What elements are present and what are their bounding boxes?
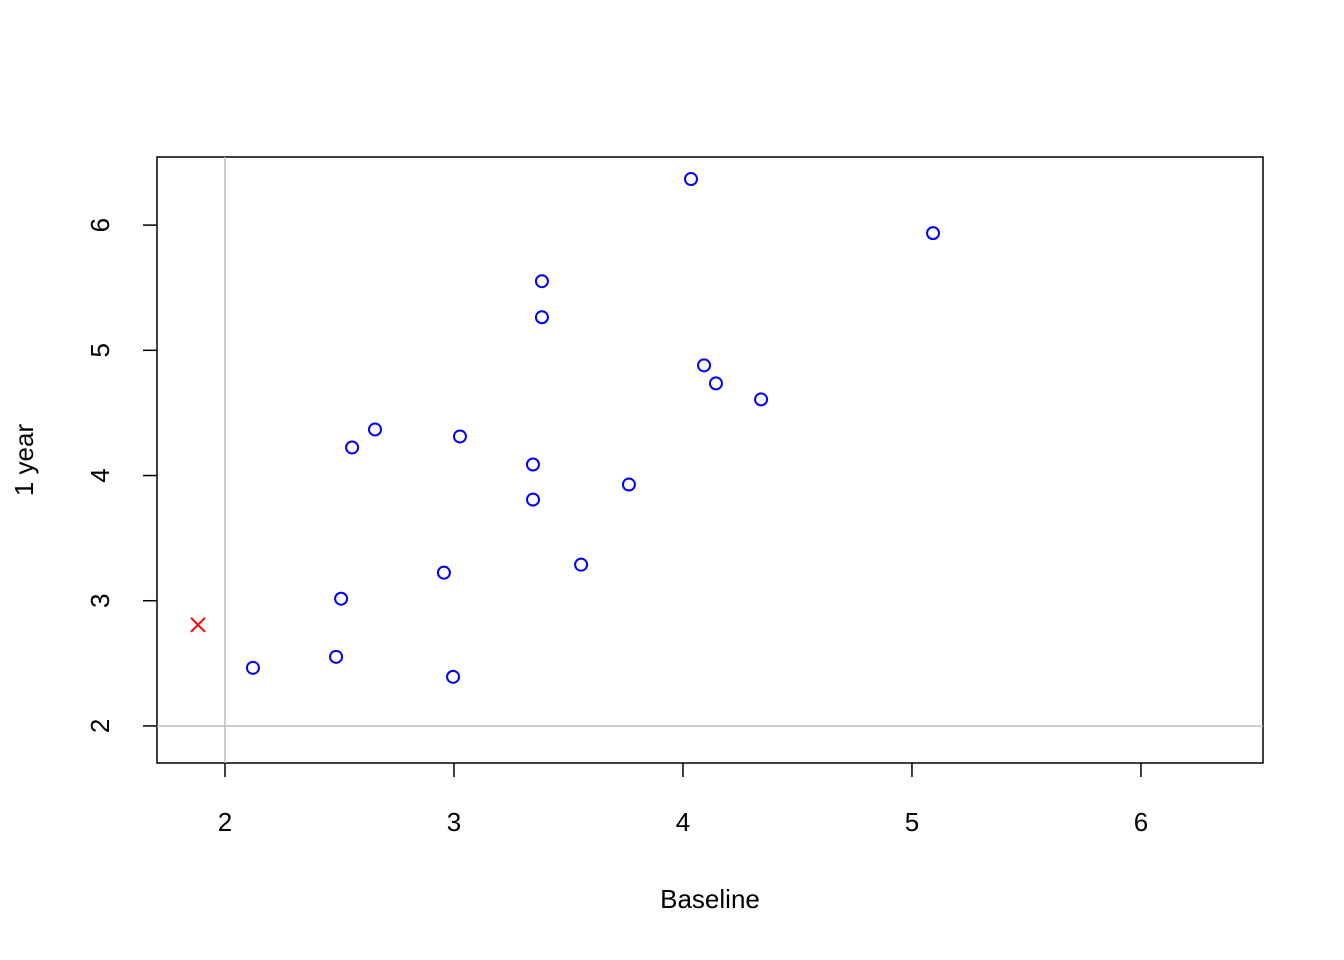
point [190,617,206,633]
point [574,557,589,572]
point [345,440,360,455]
point [525,457,540,472]
point [697,358,712,373]
point [525,492,540,507]
point [754,392,769,407]
point [708,376,723,391]
y-tick-label: 6 [85,218,115,232]
x-tick-label: 4 [676,807,690,837]
point [329,649,344,664]
y-axis-label: 1 year [9,424,39,497]
point [926,226,941,241]
point [534,310,549,325]
y-tick-label: 4 [85,468,115,482]
point [683,172,698,187]
point [534,274,549,289]
y-tick-label: 5 [85,343,115,357]
point [436,565,451,580]
point [367,422,382,437]
point [446,669,461,684]
point [452,429,467,444]
x-tick-label: 6 [1134,807,1148,837]
y-tick-label: 3 [85,593,115,607]
point [334,591,349,606]
point [621,477,636,492]
point [245,660,260,675]
x-tick-label: 3 [447,807,461,837]
plot-frame [156,156,1264,764]
x-axis-label: Baseline [660,884,760,914]
x-tick-label: 2 [218,807,232,837]
y-tick-label: 2 [85,719,115,733]
x-tick-label: 5 [905,807,919,837]
